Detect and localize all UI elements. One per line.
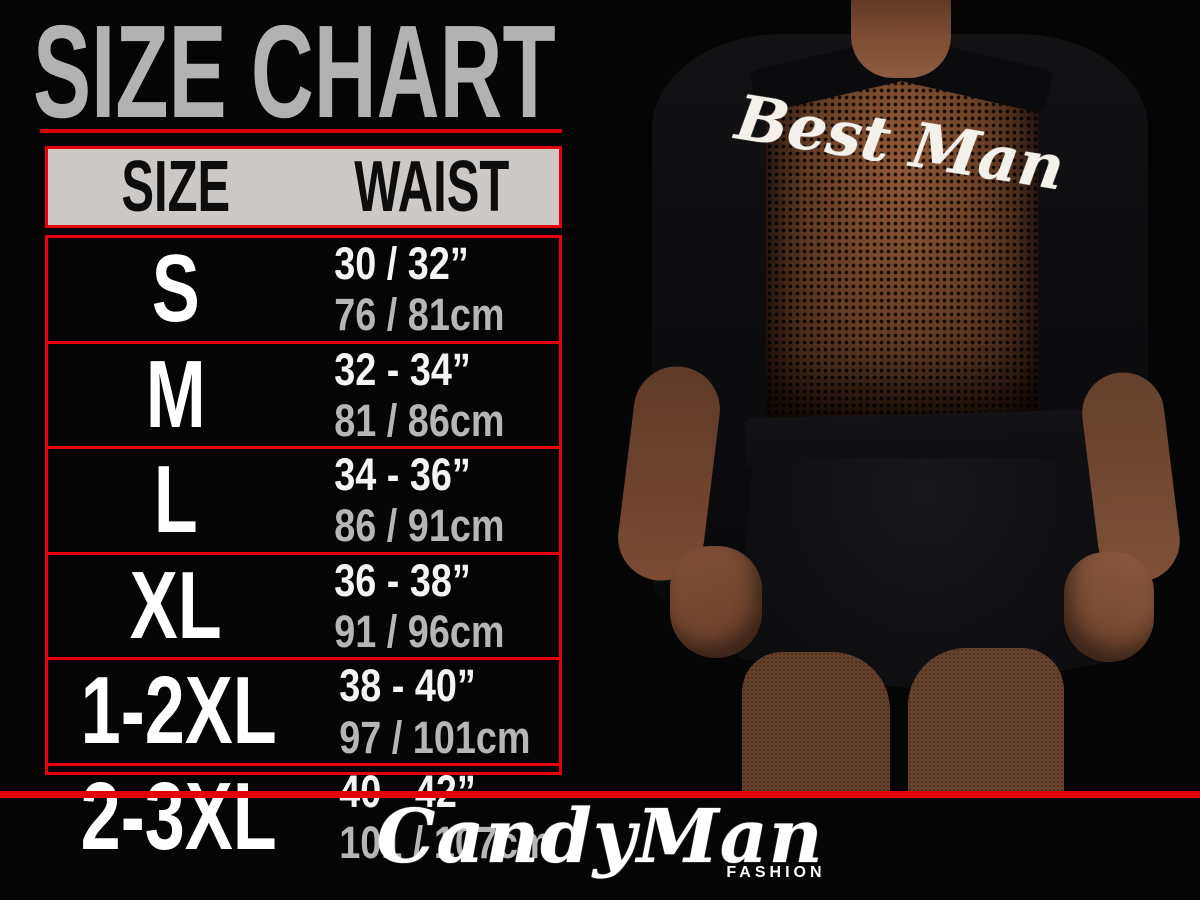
waist-cm: 97 / 101cm (339, 711, 531, 763)
table-row: 1-2XL 38 - 40” 97 / 101cm (48, 657, 559, 763)
waist-inches: 36 - 38” (333, 554, 471, 606)
footer-red-rule (0, 791, 1200, 798)
brand-logo: CandyMan FASHION (376, 794, 824, 881)
waist-cm: 101 / 107cm (339, 817, 552, 869)
size-value: M (145, 340, 206, 448)
waist-cm: 91 / 96cm (333, 606, 504, 658)
waist-inches: 32 - 34” (333, 343, 471, 395)
table-row: S 30 / 32” 76 / 81cm (48, 238, 559, 341)
model-neck (851, 0, 951, 78)
model-left-thigh (742, 652, 890, 791)
size-value: 2-3XL (80, 763, 277, 871)
waist-inches: 38 - 40” (339, 660, 477, 712)
table-row: M 32 - 34” 81 / 86cm (48, 340, 559, 448)
size-table-header: SIZE WAIST (45, 146, 562, 228)
table-row: L 34 - 36” 86 / 91cm (48, 446, 559, 552)
table-row: XL 36 - 38” 91 / 96cm (48, 551, 559, 659)
waist-cm: 76 / 81cm (333, 289, 504, 341)
waist-cm: 81 / 86cm (333, 394, 504, 446)
size-value: L (153, 446, 198, 554)
model-right-hand (1064, 552, 1154, 662)
waist-cm: 86 / 91cm (333, 500, 504, 552)
model-left-hand (670, 546, 762, 658)
waist-inches: 30 / 32” (333, 238, 469, 289)
waist-value: 40 - 42” 101 / 107cm (309, 766, 552, 869)
table-row: 2-3XL 40 - 42” 101 / 107cm (48, 762, 559, 871)
brand-tagline: FASHION (726, 864, 826, 881)
title-underline (40, 129, 562, 133)
column-header-size: SIZE (121, 147, 231, 227)
waist-value: 34 - 36” 86 / 91cm (304, 449, 519, 552)
size-table: S 30 / 32” 76 / 81cm M 32 - 34” 81 / 86c… (45, 235, 562, 868)
size-value: XL (129, 551, 222, 659)
brand-wordmark: CandyMan (376, 794, 824, 880)
robe-skirt (738, 458, 1110, 690)
model-right-thigh (908, 648, 1064, 791)
model-photo: Best Man (600, 0, 1200, 791)
column-header-waist: WAIST (353, 147, 509, 227)
waist-value: 32 - 34” 81 / 86cm (304, 344, 519, 447)
waist-value: 38 - 40” 97 / 101cm (309, 660, 531, 763)
waist-value: 30 / 32” 76 / 81cm (304, 238, 519, 341)
waist-inches: 34 - 36” (333, 449, 471, 501)
size-value: S (151, 235, 200, 343)
waist-value: 36 - 38” 91 / 96cm (304, 555, 519, 658)
page-title: SIZE CHART (33, 0, 556, 145)
mesh-back-panel (766, 52, 1038, 420)
size-value: 1-2XL (80, 657, 277, 765)
